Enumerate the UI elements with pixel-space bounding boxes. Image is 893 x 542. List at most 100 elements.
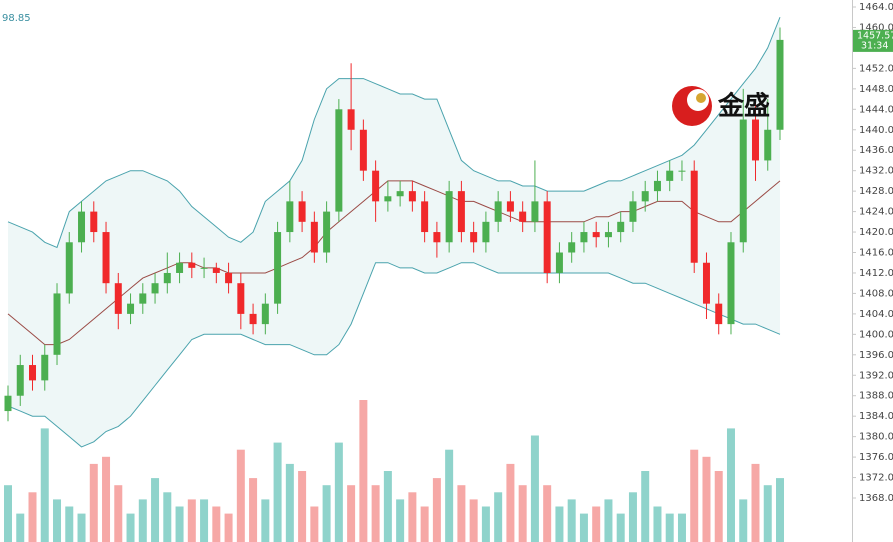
candle-body [274,232,282,304]
volume-bar [714,471,723,542]
volume-bar [138,499,147,542]
y-tick-label: 1380.00 [859,432,893,443]
candle-body [176,262,184,273]
volume-bar [163,492,172,542]
y-tick-label: 1420.00 [859,227,893,238]
volume-bar [677,513,686,542]
candle-body [764,129,772,161]
volume-bar [653,506,662,542]
volume-bar [543,485,552,542]
volume-bar [494,492,503,542]
volume-bar [445,449,454,542]
y-tick-label: 1400.00 [859,329,893,340]
y-tick-label: 1428.00 [859,186,893,197]
volume-bar [114,485,123,542]
volume-bar [604,499,613,542]
y-tick-label: 1436.00 [859,145,893,156]
y-tick-label: 1444.00 [859,104,893,115]
volume-bar [359,400,368,542]
candle-body [666,170,674,181]
candle-body [751,119,759,161]
candle-body [65,242,73,294]
candle-body [347,109,355,130]
candle-body [225,272,233,284]
volume-bar [457,485,466,542]
volume-bar [53,499,62,542]
y-tick-label: 1388.00 [859,391,893,402]
volume-bar [518,485,527,542]
candle-body [531,201,539,222]
volume-bar [776,478,784,542]
volume-bar [40,428,49,542]
candle-body [702,262,710,304]
y-tick-label: 1448.00 [859,84,893,95]
candle-body [286,201,294,233]
volume-bar [371,485,380,542]
volume-bar [763,485,772,542]
candle-body [90,211,98,233]
volume-bar [506,463,515,542]
corner-text: 98.85 [2,13,31,24]
volume-bar [298,471,307,542]
candle-body [506,201,514,212]
candle-body [249,313,257,325]
volume-bar [726,428,735,542]
y-tick-label: 1392.00 [859,370,893,381]
logo-dot [696,93,706,103]
volume-bar [555,506,564,542]
volume-bar [420,506,429,542]
logo: 金盛 [672,86,770,126]
candle-body [298,201,306,222]
volume-bar [200,499,209,542]
candle-body [690,170,698,263]
volume-bar [151,478,160,542]
candle-body [323,211,331,253]
volume-bar [28,492,37,542]
candle-body [372,170,380,202]
candle-body [457,191,465,233]
candle-body [433,232,441,243]
volume-bar [65,506,74,542]
volume-bar [751,463,760,542]
candle-body [421,201,429,233]
candle-body [188,262,196,268]
volume-bar [334,442,343,542]
candle-body [151,283,159,294]
volume-bar [592,506,601,542]
countdown: 31:34 [861,40,888,51]
candle-body [653,180,661,192]
volume-bar [579,513,588,542]
volume-bar [273,442,282,542]
volume-bar [224,513,233,542]
volume-bar [261,499,270,542]
volume-bar [285,463,294,542]
volume-bar [616,513,625,542]
volume-bar [126,513,135,542]
candle-body [727,242,735,325]
y-tick-label: 1460.00 [859,22,893,33]
candle-body [114,283,122,314]
candle-body [212,267,220,273]
candle-body [641,191,649,202]
volume-bar [187,499,196,542]
volume-bar [739,499,748,542]
y-tick-label: 1396.00 [859,350,893,361]
candle-body [604,232,612,238]
candle-body [237,283,245,314]
candle-body [396,191,404,197]
candle-body [53,293,61,355]
volume-bar [16,513,25,542]
candle-body [482,221,490,243]
y-tick-label: 1432.00 [859,166,893,177]
volume-bar [469,499,478,542]
y-tick-label: 1416.00 [859,248,893,259]
candle-body [200,267,208,269]
price-label: 1457.57 [857,30,893,41]
candle-body [568,242,576,253]
y-tick-label: 1404.00 [859,309,893,320]
volume-bar [530,435,539,542]
volume-bar [89,463,98,542]
volume-bar [641,471,650,542]
volume-bar [432,478,441,542]
